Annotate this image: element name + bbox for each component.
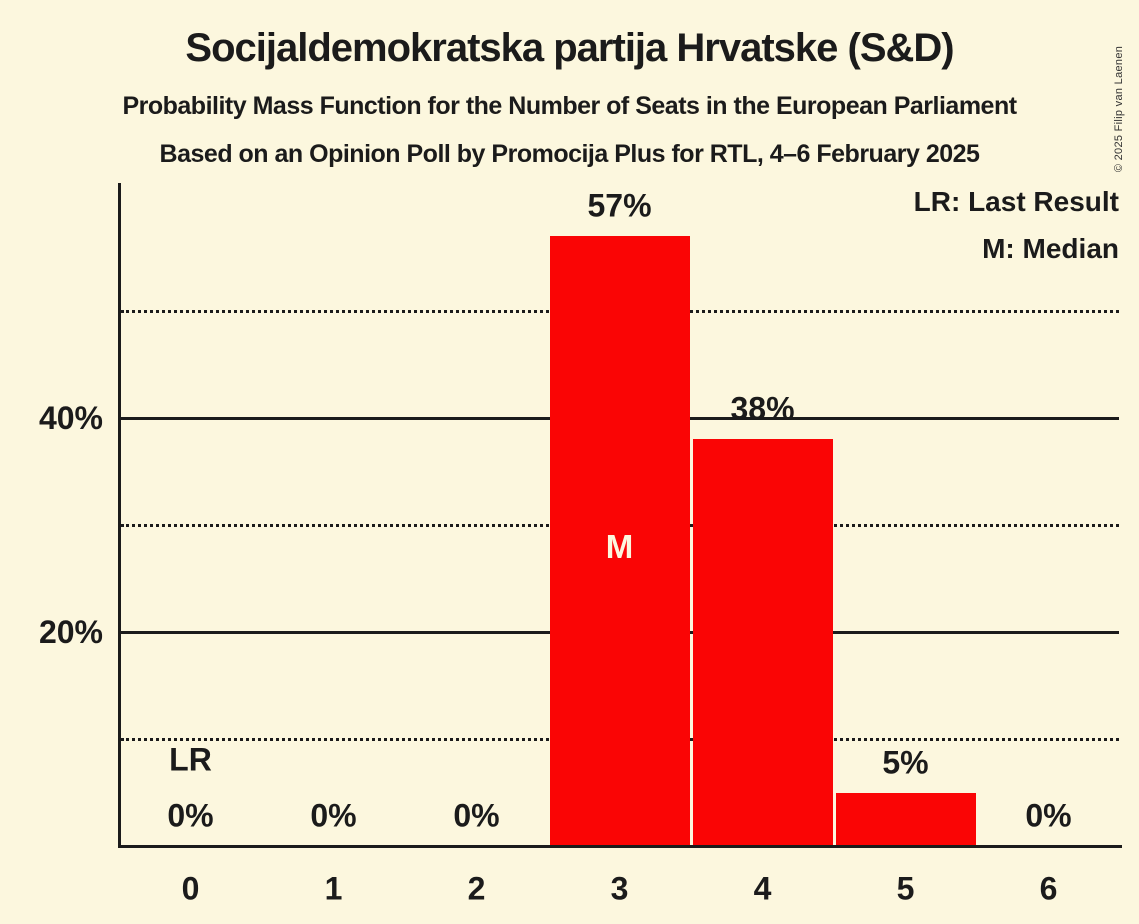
x-tick-label-2: 2 [467, 870, 486, 907]
y-tick-label-20: 20% [38, 614, 103, 650]
x-tick-label-3: 3 [610, 870, 629, 907]
value-label-seat-0: 0% [167, 797, 214, 834]
bar-seat-3 [549, 236, 690, 845]
value-label-seat-6: 0% [1025, 797, 1072, 834]
poll-source-subtitle: Based on an Opinion Poll by Promocija Pl… [159, 140, 980, 168]
value-label-seat-4: 38% [730, 390, 795, 427]
median-marker: M [605, 527, 634, 565]
x-tick-label-4: 4 [753, 870, 772, 907]
value-label-seat-3: 57% [587, 187, 652, 224]
legend-median: M: Median [982, 233, 1119, 264]
y-tick-label-40: 40% [38, 400, 103, 436]
x-tick-label-1: 1 [324, 870, 343, 907]
copyright-notice: © 2025 Filip van Laenen [1113, 45, 1125, 173]
last-result-marker: LR [169, 741, 212, 778]
value-label-seat-2: 0% [453, 797, 500, 834]
x-tick-label-6: 6 [1039, 870, 1058, 907]
page-title: Socijaldemokratska partija Hrvatske (S&D… [185, 26, 954, 70]
bar-seat-5 [835, 792, 976, 845]
x-tick-label-0: 0 [181, 870, 200, 907]
x-tick-label-5: 5 [896, 870, 915, 907]
value-label-seat-5: 5% [882, 744, 929, 780]
legend-last-result: LR: Last Result [913, 186, 1119, 217]
x-axis [118, 845, 1122, 848]
y-axis [118, 183, 121, 848]
bar-seat-4 [692, 439, 833, 845]
value-label-seat-1: 0% [310, 797, 357, 834]
page-subtitle: Probability Mass Function for the Number… [122, 92, 1017, 120]
